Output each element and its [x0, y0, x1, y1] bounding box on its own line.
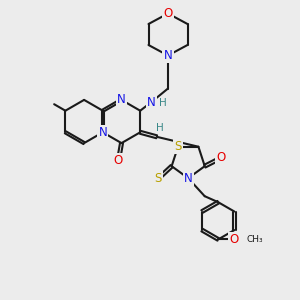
Text: S: S	[154, 172, 162, 185]
Text: N: N	[147, 95, 156, 109]
Text: N: N	[117, 93, 126, 106]
Text: O: O	[114, 154, 123, 167]
Text: H: H	[159, 98, 167, 109]
Text: H: H	[156, 123, 164, 134]
Text: O: O	[164, 7, 172, 20]
Text: O: O	[229, 233, 239, 246]
Text: CH₃: CH₃	[246, 235, 263, 244]
Text: S: S	[174, 140, 182, 153]
Text: N: N	[98, 126, 107, 139]
Text: O: O	[217, 151, 226, 164]
Text: N: N	[184, 172, 193, 185]
Text: N: N	[164, 49, 172, 62]
